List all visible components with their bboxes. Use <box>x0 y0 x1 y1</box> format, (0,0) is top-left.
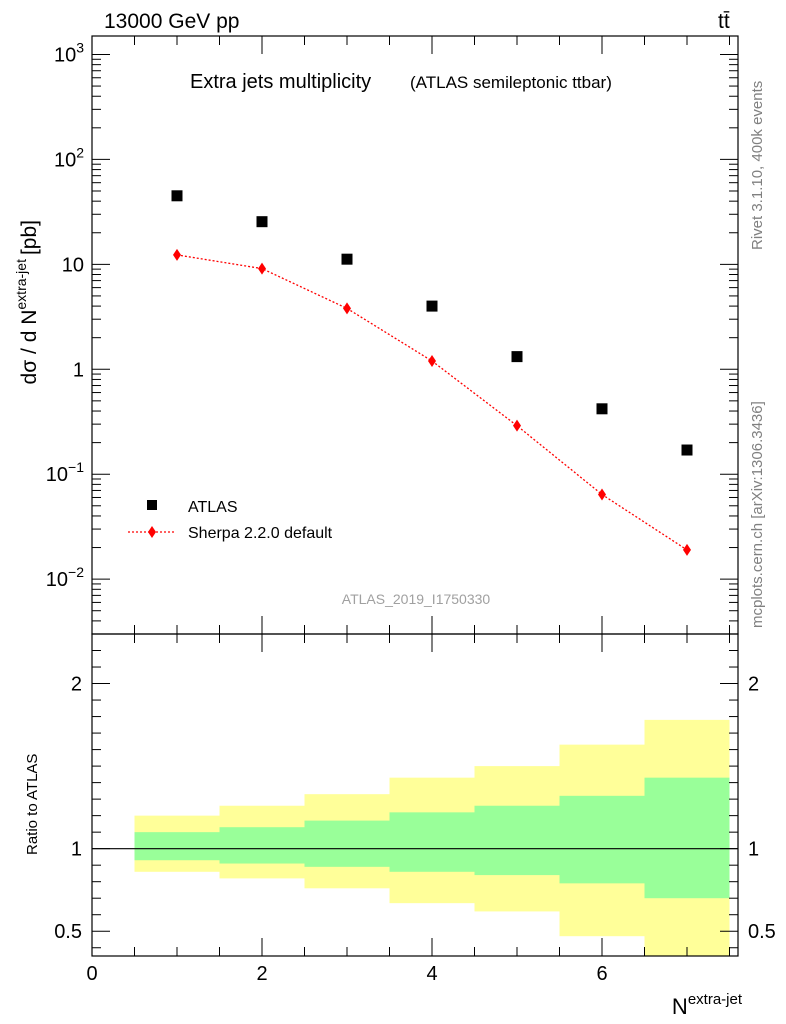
x-axis-title: Nextra-jet <box>672 991 743 1019</box>
ratio-frame <box>91 633 739 957</box>
ratio-y-tick-label-right: 1 <box>748 839 759 861</box>
tick-exponent: 2 <box>76 144 84 160</box>
inner-band <box>304 820 390 867</box>
ylabel-sup: extra-jet <box>13 259 29 310</box>
ylabel-main: dσ / d N <box>18 310 41 385</box>
sherpa-line <box>176 254 688 551</box>
ratio-bands <box>134 719 730 956</box>
sherpa-point <box>343 302 351 315</box>
sherpa-point <box>258 262 266 275</box>
process-label: tt̄ <box>718 10 730 33</box>
tick-exponent: −2 <box>68 564 84 580</box>
legend-sherpa-label: Sherpa 2.2.0 default <box>188 525 333 542</box>
ratio-axis-ticks <box>91 634 738 956</box>
ratio-x-tick-labels: 0 2 4 6 <box>86 963 607 985</box>
ratio-y-tick-labels: 0.5 0.5 1 1 2 2 <box>54 674 776 944</box>
ratio-y-tick-label: 1 <box>71 839 82 861</box>
plot-title: Extra jets multiplicity <box>190 71 371 93</box>
sherpa-point <box>428 354 436 367</box>
main-y-tick-label: 103 <box>54 39 84 66</box>
ylabel-unit: [pb] <box>18 220 41 255</box>
legend: ATLAS Sherpa 2.2.0 default <box>128 499 333 542</box>
inner-band <box>644 777 730 899</box>
tick-base: 10 <box>62 254 84 276</box>
plot-subtitle: (ATLAS semileptonic ttbar) <box>410 73 612 92</box>
sherpa-point <box>513 419 521 432</box>
inner-band <box>474 805 560 876</box>
svg-text:dσ / d Nextra-jet[pb]: dσ / d Nextra-jet [pb] <box>13 220 41 384</box>
main-y-tick-label: 102 <box>54 144 84 171</box>
xlabel-sup: extra-jet <box>688 991 743 1008</box>
rivet-label: Rivet 3.1.10, 400k events <box>749 81 766 250</box>
legend-sherpa-marker <box>148 526 156 538</box>
legend-atlas-label: ATLAS <box>188 499 238 516</box>
ratio-y-tick-label: 0.5 <box>54 921 82 943</box>
tick-base: 10 <box>54 149 76 171</box>
atlas-point <box>426 300 438 312</box>
atlas-point <box>681 444 693 456</box>
sherpa-point <box>683 543 691 556</box>
sherpa-points <box>173 248 691 556</box>
tick-exponent: 3 <box>76 39 84 55</box>
main-y-axis-title: dσ / d Nextra-jet [pb] <box>13 220 41 384</box>
inner-band <box>134 832 220 861</box>
ratio-y-tick-label-right: 2 <box>748 674 759 696</box>
atlas-points <box>171 190 693 456</box>
ratio-panel: 0.5 0.5 1 1 2 2 0 2 4 6 Ratio to ATLAS Nextra-je… <box>24 633 776 1019</box>
tick-base: 10 <box>46 464 68 486</box>
main-y-tick-label: 10−2 <box>46 564 84 591</box>
atlas-point <box>256 216 268 228</box>
ratio-x-tick-label: 4 <box>426 963 437 985</box>
legend-atlas-marker <box>147 500 157 510</box>
tick-exponent: −1 <box>68 459 84 475</box>
atlas-point <box>511 351 523 363</box>
tick-base: 10 <box>54 44 76 66</box>
tick-base: 10 <box>46 569 68 591</box>
tick-base: 1 <box>73 359 84 381</box>
atlas-point <box>341 253 353 265</box>
sherpa-point <box>598 488 606 501</box>
collision-label: 13000 GeV pp <box>104 10 239 33</box>
atlas-point <box>596 403 608 415</box>
ratio-y-tick-label: 2 <box>71 674 82 696</box>
main-y-tick-label: 10 <box>62 254 84 276</box>
ratio-y-axis-title: Ratio to ATLAS <box>24 754 41 855</box>
main-y-tick-label: 1 <box>73 359 84 381</box>
xlabel-main: N <box>672 994 688 1019</box>
main-axis-ticks <box>91 36 738 635</box>
inner-band <box>559 795 645 884</box>
ratio-x-tick-label: 0 <box>86 963 97 985</box>
atlas-point <box>171 190 183 202</box>
ratio-x-tick-label: 2 <box>256 963 267 985</box>
inner-band <box>389 812 475 872</box>
main-frame <box>91 35 739 635</box>
sherpa-point <box>173 248 181 261</box>
mcplots-label: mcplots.cern.ch [arXiv:1306.3436] <box>749 401 766 628</box>
ratio-y-tick-label-right: 0.5 <box>748 921 776 943</box>
inner-band <box>219 827 305 864</box>
ratio-x-tick-label: 6 <box>596 963 607 985</box>
main-y-tick-label: 10−1 <box>46 459 84 486</box>
analysis-watermark: ATLAS_2019_I1750330 <box>342 591 491 607</box>
